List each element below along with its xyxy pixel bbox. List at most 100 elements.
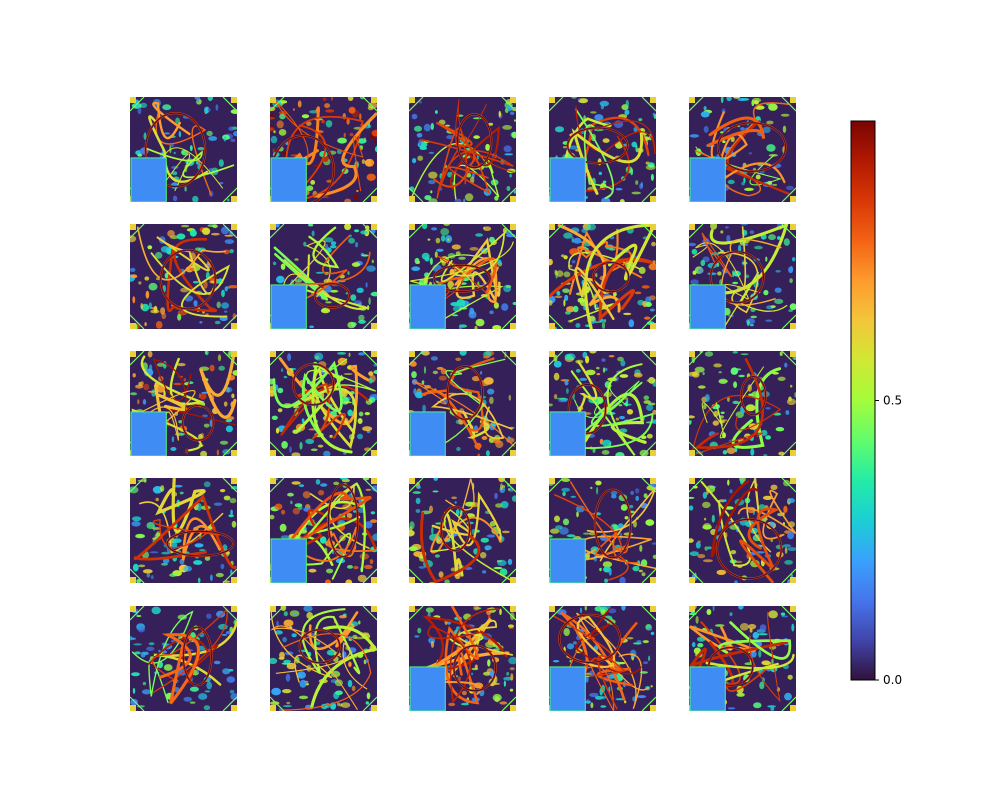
octagon-edge bbox=[270, 224, 285, 239]
heatmap-blob bbox=[343, 132, 346, 138]
heatmap-blob bbox=[576, 511, 579, 518]
heatmap-blob bbox=[199, 321, 203, 324]
heatmap-contour bbox=[421, 358, 506, 455]
heatmap-blob bbox=[758, 650, 762, 658]
heatmap-blob bbox=[727, 479, 730, 486]
heatmap-blob bbox=[590, 486, 593, 490]
heatmap-blob bbox=[186, 381, 194, 385]
heatmap-contour bbox=[563, 381, 654, 449]
heatmap-blob bbox=[229, 689, 235, 694]
corner-marker bbox=[371, 705, 377, 711]
heatmap-blob bbox=[230, 509, 233, 515]
heatmap-blob bbox=[454, 198, 462, 202]
corner-marker bbox=[510, 705, 516, 711]
octagon-edge bbox=[641, 97, 656, 112]
heatmap-blob bbox=[358, 319, 366, 324]
heatmap-blob bbox=[619, 374, 629, 378]
heatmap-blob bbox=[494, 195, 499, 201]
heatmap-blob bbox=[600, 104, 605, 110]
heatmap-blob bbox=[644, 316, 651, 320]
corner-marker bbox=[510, 450, 516, 456]
heatmap-blob bbox=[602, 180, 607, 184]
heatmap-blob bbox=[412, 158, 417, 164]
heatmap-blob bbox=[628, 319, 635, 328]
heatmap-blob bbox=[753, 702, 762, 709]
heatmap-blob bbox=[232, 370, 237, 376]
heatmap-blob bbox=[608, 355, 615, 358]
heatmap-blob bbox=[140, 303, 143, 310]
heatmap-blob bbox=[434, 251, 438, 258]
heatmap-blob bbox=[197, 577, 201, 583]
heatmap-blob bbox=[148, 642, 155, 646]
heatmap-contour bbox=[427, 608, 500, 704]
heatmap-blob bbox=[429, 505, 433, 513]
heatmap-blob bbox=[293, 613, 299, 617]
heatmap-blob bbox=[432, 370, 439, 375]
heatmap-blob bbox=[604, 578, 609, 583]
colorbar-tick-label: 0.0 bbox=[883, 673, 902, 687]
heatmap-blob bbox=[132, 296, 136, 304]
heatmap-blob bbox=[763, 289, 769, 296]
heatmap-blob bbox=[423, 366, 427, 374]
heatmap-blob bbox=[689, 134, 700, 138]
heatmap-blob bbox=[276, 120, 284, 129]
octagon-edge bbox=[501, 187, 516, 202]
heatmap-blob bbox=[570, 495, 576, 498]
heatmap-blob bbox=[325, 109, 335, 113]
heatmap-blob bbox=[650, 631, 655, 636]
heatmap-blob bbox=[227, 198, 230, 202]
heatmap-blob bbox=[480, 371, 483, 375]
heatmap-blob bbox=[213, 502, 223, 506]
octagon-edge bbox=[781, 606, 796, 621]
heatmap-blob bbox=[368, 378, 373, 384]
heatmap-blob bbox=[209, 364, 215, 372]
heatmap-contour bbox=[731, 367, 782, 449]
heatmap-blob bbox=[215, 572, 224, 578]
heatmap-blob bbox=[638, 266, 646, 274]
heatmap-blob bbox=[552, 660, 560, 663]
inset-patch bbox=[549, 157, 586, 202]
heatmap-blob bbox=[183, 565, 193, 572]
heatmap-blob bbox=[648, 377, 656, 384]
heatmap-blob bbox=[150, 575, 154, 580]
corner-marker bbox=[510, 351, 516, 357]
heatmap-blob bbox=[450, 567, 456, 572]
heatmap-blob bbox=[579, 607, 583, 614]
heatmap-ring-core bbox=[716, 518, 782, 580]
heatmap-contour bbox=[151, 608, 228, 694]
heatmap-blob bbox=[458, 676, 461, 681]
heatmap-blob bbox=[348, 352, 351, 357]
heatmap-blob bbox=[461, 690, 467, 696]
heatmap-blob bbox=[749, 628, 753, 633]
heatmap-blob bbox=[602, 561, 613, 568]
octagon-edge bbox=[362, 606, 377, 621]
heatmap-blob bbox=[550, 528, 560, 534]
heatmap-blob bbox=[573, 641, 577, 645]
heatmap-blob bbox=[704, 546, 708, 551]
heatmap-blob bbox=[646, 404, 654, 411]
octagon-edge bbox=[549, 351, 564, 366]
heatmap-blob bbox=[270, 657, 278, 665]
heatmap-blob bbox=[734, 580, 738, 583]
heatmap-blob bbox=[172, 538, 182, 543]
heatmap-blob bbox=[601, 450, 610, 455]
corner-marker bbox=[549, 351, 555, 357]
corner-marker bbox=[510, 577, 516, 583]
heatmap-blob bbox=[412, 491, 421, 494]
heatmap-blob bbox=[562, 288, 570, 294]
heatmap-blob bbox=[619, 199, 625, 202]
heatmap-blob bbox=[137, 153, 143, 157]
heatmap-blob bbox=[282, 689, 292, 694]
heatmap-blob bbox=[356, 287, 364, 293]
heatmap-blob bbox=[155, 497, 159, 502]
heatmap-blob bbox=[601, 197, 611, 202]
corner-marker bbox=[270, 450, 276, 456]
heatmap-blob bbox=[283, 611, 288, 617]
heatmap-blob bbox=[652, 260, 656, 265]
heatmap-contour bbox=[309, 483, 370, 549]
heatmap-blob bbox=[507, 558, 513, 566]
heatmap-blob bbox=[508, 624, 514, 628]
octagon-edge bbox=[501, 568, 516, 583]
inset-patch bbox=[549, 411, 586, 456]
heatmap-blob bbox=[281, 441, 288, 449]
